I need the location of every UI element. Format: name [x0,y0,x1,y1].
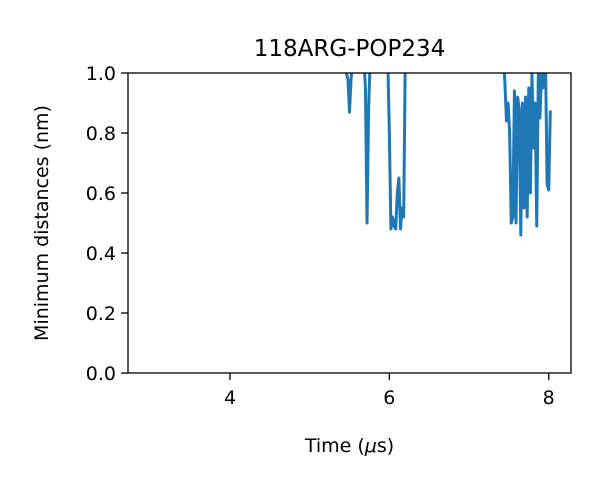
y-tick-label: 0.0 [86,363,116,385]
y-tick-label: 0.2 [86,303,116,325]
y-tick-label: 0.8 [86,123,116,145]
series-line-segment [363,73,372,225]
y-tick-label: 0.4 [86,243,116,265]
series-line-segment [344,73,354,114]
series-line-segment [386,73,407,231]
series-line-segment [502,73,546,237]
y-axis-label: Minimum distances (nm) [31,105,53,341]
x-axis-label-mu: μ [364,435,377,457]
x-axis: 4 6 8 [224,373,555,409]
series-layer [344,73,552,237]
x-tick-label: 6 [383,387,395,409]
x-axis-label: Time (μs) [304,435,394,457]
y-axis: 0.0 0.2 0.4 0.6 0.8 1.0 [86,63,128,385]
y-tick-label: 1.0 [86,63,116,85]
chart-title: 118ARG-POP234 [254,36,445,62]
x-axis-label-prefix: Time ( [304,435,365,457]
x-tick-label: 4 [224,387,236,409]
y-tick-label: 0.6 [86,183,116,205]
x-tick-label: 8 [543,387,555,409]
plot-frame [127,72,572,374]
series-line-segment [544,73,552,192]
x-axis-label-suffix: s) [377,435,394,457]
